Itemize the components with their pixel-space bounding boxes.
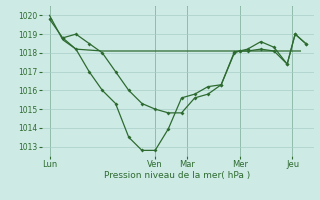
X-axis label: Pression niveau de la mer( hPa ): Pression niveau de la mer( hPa ) bbox=[104, 171, 251, 180]
